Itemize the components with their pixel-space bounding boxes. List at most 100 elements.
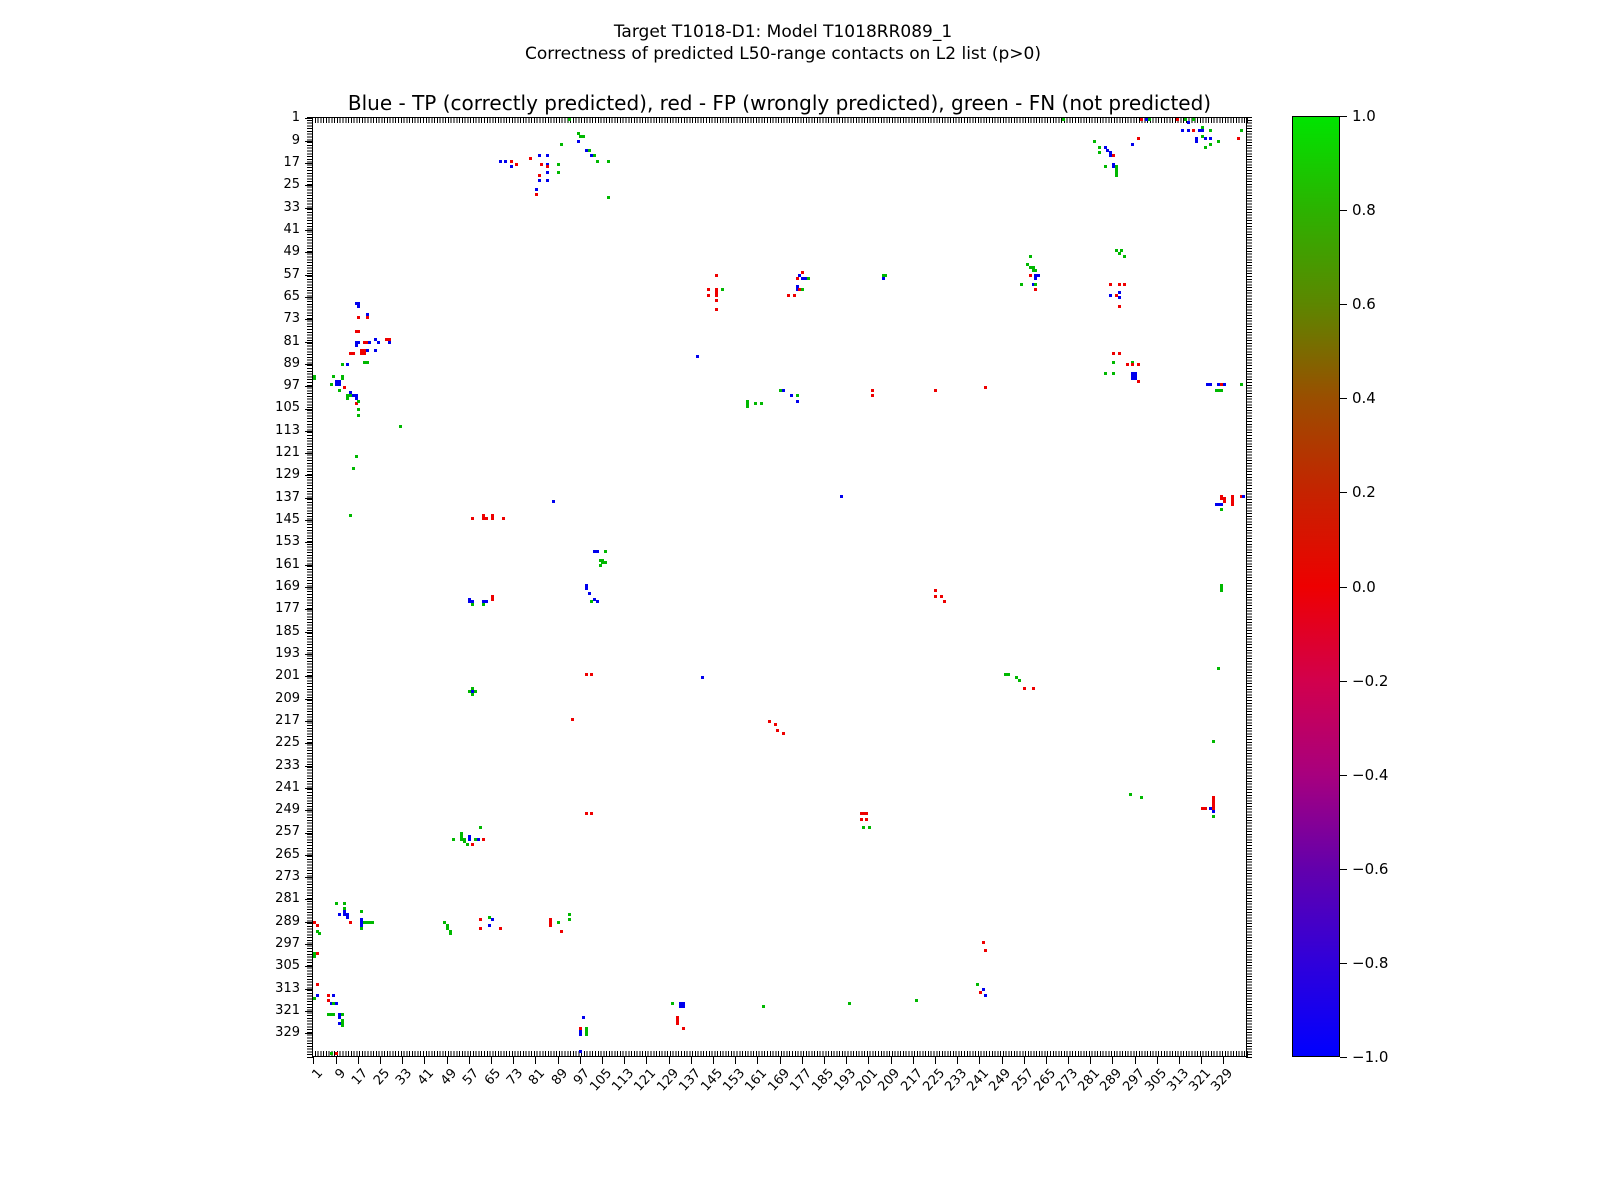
contact-point-FN bbox=[360, 926, 364, 930]
contact-point-FN bbox=[1028, 265, 1032, 269]
contact-point-TP bbox=[534, 187, 538, 191]
contact-point-TP bbox=[1109, 151, 1113, 155]
contact-point-FP bbox=[1125, 363, 1129, 367]
contact-point-FP bbox=[1231, 502, 1235, 506]
contact-point-FN bbox=[365, 360, 369, 364]
figure-suptitle-line1: Target T1018-D1: Model T1018RR089_1 bbox=[613, 22, 953, 42]
contact-point-TP bbox=[1131, 377, 1135, 381]
contact-point-FN bbox=[479, 826, 483, 830]
contact-point-FN bbox=[1117, 251, 1121, 255]
contact-point-FP bbox=[859, 818, 863, 821]
contact-point-FN bbox=[326, 1013, 330, 1017]
contact-point-TP bbox=[1134, 377, 1138, 381]
contact-point-FN bbox=[779, 388, 782, 392]
contact-point-FN bbox=[1220, 388, 1224, 392]
contact-point-FN bbox=[446, 926, 450, 930]
y-tick-mark bbox=[305, 698, 312, 700]
contact-point-FN bbox=[1220, 586, 1224, 590]
contact-point-FN bbox=[1203, 145, 1207, 149]
contact-point-TP bbox=[590, 154, 594, 158]
contact-point-FP bbox=[798, 288, 802, 291]
contact-point-FP bbox=[501, 516, 505, 520]
contact-point-FN bbox=[1192, 117, 1196, 121]
contact-point-FN bbox=[1098, 151, 1102, 155]
contact-point-FN bbox=[557, 170, 560, 174]
y-tick-mark bbox=[305, 899, 312, 901]
x-tick-mark bbox=[468, 1057, 470, 1064]
y-tick-mark bbox=[305, 274, 312, 276]
contact-point-TP bbox=[329, 1002, 333, 1006]
y-tick-mark bbox=[305, 163, 312, 164]
contact-point-FP bbox=[1220, 382, 1224, 386]
contact-point-FP bbox=[1139, 117, 1143, 121]
y-tick-mark bbox=[305, 118, 312, 120]
contact-point-FP bbox=[579, 1027, 583, 1031]
contact-point-TP bbox=[1131, 143, 1135, 146]
contact-point-FP bbox=[315, 982, 319, 986]
contact-point-FP bbox=[715, 293, 719, 297]
contact-point-FP bbox=[676, 1016, 680, 1020]
x-tick-mark bbox=[1090, 1057, 1092, 1064]
contact-point-TP bbox=[1203, 137, 1207, 141]
y-tick-label: 89 bbox=[283, 355, 300, 371]
contact-point-FN bbox=[582, 134, 585, 138]
contact-point-FP bbox=[548, 918, 552, 922]
contact-point-TP bbox=[1206, 382, 1210, 386]
contact-point-FP bbox=[559, 929, 563, 933]
contact-point-FN bbox=[1114, 170, 1118, 174]
contact-point-FP bbox=[484, 516, 488, 520]
contact-point-FP bbox=[1136, 363, 1140, 367]
y-tick-mark bbox=[305, 252, 312, 254]
x-tick-mark bbox=[712, 1057, 714, 1064]
contact-point-TP bbox=[1211, 809, 1215, 813]
contact-point-TP bbox=[335, 380, 339, 384]
contact-point-FP bbox=[360, 352, 364, 356]
contact-point-FN bbox=[557, 162, 560, 166]
contact-point-FN bbox=[745, 399, 749, 403]
contact-point-TP bbox=[468, 600, 472, 604]
contact-point-FN bbox=[1220, 508, 1224, 512]
contact-point-TP bbox=[595, 550, 599, 554]
contact-point-FP bbox=[335, 1052, 339, 1056]
contact-point-TP bbox=[351, 394, 355, 397]
contact-point-TP bbox=[315, 993, 319, 997]
contact-point-FP bbox=[1034, 288, 1038, 291]
contact-point-FN bbox=[332, 1002, 336, 1006]
y-tick-label: 201 bbox=[275, 668, 300, 684]
contact-point-FP bbox=[1211, 795, 1215, 799]
x-tick-mark bbox=[1045, 1057, 1047, 1064]
contact-point-TP bbox=[354, 394, 358, 397]
contact-point-FN bbox=[801, 288, 805, 291]
contact-point-TP bbox=[695, 355, 699, 358]
contact-point-FN bbox=[1209, 143, 1212, 146]
contact-point-FN bbox=[487, 915, 491, 919]
contact-point-TP bbox=[984, 993, 988, 997]
contact-point-FN bbox=[1114, 168, 1118, 172]
contact-point-FN bbox=[584, 1032, 588, 1036]
colorbar-tick-mark bbox=[1340, 304, 1347, 306]
contact-point-TP bbox=[595, 600, 599, 604]
contact-point-FN bbox=[340, 1024, 344, 1028]
x-tick-mark bbox=[868, 1057, 870, 1064]
contact-point-FN bbox=[362, 921, 366, 925]
contact-point-FP bbox=[1131, 363, 1135, 367]
contact-point-TP bbox=[545, 162, 549, 166]
y-tick-label: 97 bbox=[283, 378, 300, 394]
contact-point-FP bbox=[1111, 154, 1115, 158]
y-tick-mark bbox=[305, 921, 312, 923]
scatter-points-layer bbox=[312, 117, 1246, 1056]
contact-point-FP bbox=[676, 1021, 680, 1025]
contact-point-TP bbox=[582, 1016, 585, 1020]
contact-point-FN bbox=[462, 837, 466, 841]
contact-point-TP bbox=[981, 988, 985, 992]
contact-point-FN bbox=[398, 424, 402, 428]
y-tick-label: 265 bbox=[275, 846, 300, 862]
y-tick-label: 57 bbox=[283, 266, 300, 282]
contact-point-FN bbox=[346, 394, 350, 397]
contact-point-FN bbox=[867, 826, 871, 830]
x-tick-mark bbox=[313, 1057, 315, 1064]
contact-point-TP bbox=[1106, 148, 1110, 152]
contact-point-FP bbox=[540, 162, 544, 166]
contact-point-FN bbox=[1239, 382, 1243, 386]
y-tick-mark bbox=[305, 743, 312, 745]
